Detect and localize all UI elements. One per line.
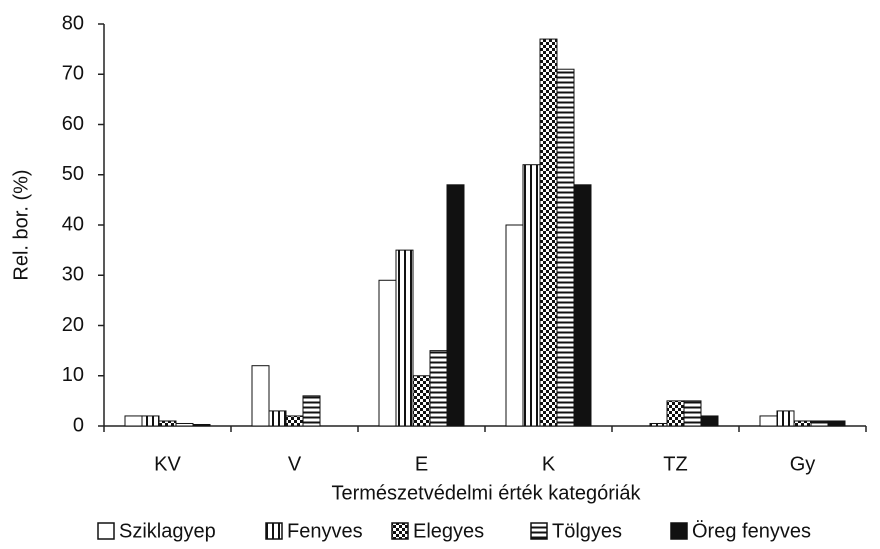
bar (573, 184, 592, 427)
y-tick-label: 30 (62, 264, 84, 286)
bar (649, 422, 668, 427)
bar (395, 249, 414, 427)
y-tick-label: 50 (62, 163, 84, 185)
y-axis-title: Rel. bor. (%) (10, 169, 32, 280)
bar (666, 400, 685, 427)
y-tick-label: 70 (62, 63, 84, 85)
x-tick-label: K (542, 453, 556, 475)
bar (158, 420, 177, 427)
bar (759, 415, 778, 427)
x-tick-label: E (415, 453, 428, 475)
y-tick-label: 0 (73, 414, 84, 436)
bar (124, 415, 143, 427)
bar (522, 164, 541, 427)
bar (429, 350, 448, 427)
bar (683, 400, 702, 427)
bar (378, 279, 397, 427)
y-tick-label: 10 (62, 364, 84, 386)
x-tick-label: TZ (663, 453, 687, 475)
bar (141, 415, 160, 427)
x-axis-title: Természetvédelmi érték kategóriák (331, 482, 641, 504)
y-tick-label: 20 (62, 314, 84, 336)
legend-label: Tölgyes (552, 520, 622, 542)
x-tick-label: Gy (790, 453, 816, 475)
legend-swatch (670, 522, 688, 540)
bar (556, 68, 575, 427)
bar (175, 422, 194, 427)
bar (505, 224, 524, 427)
legend-swatch (97, 522, 115, 540)
legend-label: Sziklagyep (119, 520, 216, 542)
bar (302, 395, 321, 427)
x-tick-label: V (288, 453, 302, 475)
legend-label: Fenyves (287, 520, 363, 542)
bar (268, 410, 287, 427)
y-tick-label: 60 (62, 113, 84, 135)
bar (776, 410, 795, 427)
bar (446, 184, 465, 427)
legend-swatch (265, 522, 283, 540)
bar (793, 420, 812, 427)
x-tick-label: KV (154, 453, 181, 475)
bar (810, 420, 829, 427)
bar (412, 375, 431, 427)
bar (192, 423, 211, 427)
y-tick-label: 40 (62, 213, 84, 235)
legend-label: Öreg fenyves (692, 520, 811, 542)
legend-label: Elegyes (413, 520, 484, 542)
bar (700, 415, 719, 427)
legend-swatch (391, 522, 409, 540)
bar (539, 38, 558, 427)
legend-swatch (530, 522, 548, 540)
bar (251, 365, 270, 427)
bar (827, 420, 846, 427)
bar (285, 415, 304, 427)
y-tick-label: 80 (62, 12, 84, 34)
